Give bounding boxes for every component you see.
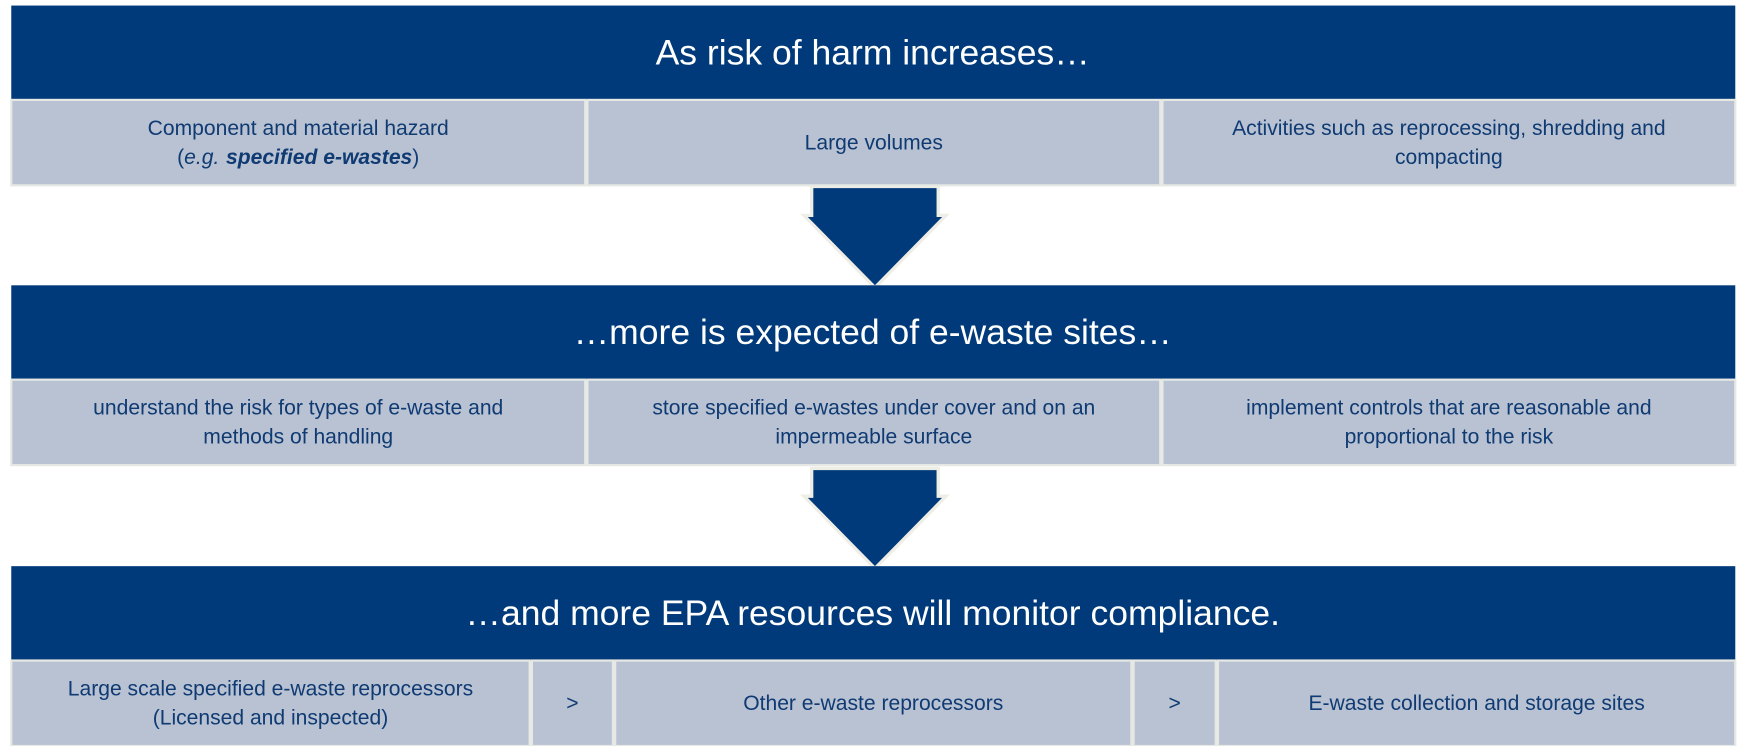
- cell: [586, 378, 1162, 467]
- cell-text-part: (: [177, 146, 184, 169]
- section-title: …and more EPA resources will monitor com…: [465, 593, 1280, 633]
- cell-text: >: [566, 692, 578, 715]
- section-header: [11, 5, 1736, 100]
- cell-text: impermeable surface: [775, 426, 972, 449]
- cell-text-part: ): [412, 146, 419, 169]
- section: …more is expected of e-waste sites… under…: [10, 285, 1737, 467]
- cell-text: (e.g. specified e-wastes): [177, 146, 419, 169]
- cell-text: Activities such as reprocessing, shreddi…: [1232, 117, 1666, 140]
- section: …and more EPA resources will monitor com…: [10, 566, 1737, 746]
- arrow: [799, 184, 950, 571]
- cell-text: Large volumes: [805, 131, 943, 154]
- cell: [586, 98, 1162, 187]
- cell-text: store specified e-wastes under cover and…: [652, 397, 1095, 420]
- cell: [614, 659, 1133, 746]
- cell-text: Large scale specified e-waste reprocesso…: [68, 678, 473, 701]
- cell-text: >: [1169, 692, 1181, 715]
- cell-text: Other e-waste reprocessors: [743, 692, 1003, 715]
- cell: [1161, 98, 1737, 187]
- cell-text: (Licensed and inspected): [153, 706, 389, 729]
- cell-text-part: specified e-wastes: [226, 146, 412, 169]
- section-header: [11, 566, 1736, 661]
- cell-text: understand the risk for types of e-waste…: [93, 397, 503, 420]
- cell: [10, 659, 531, 746]
- cell: [10, 98, 587, 187]
- cell: [530, 659, 615, 746]
- cell: [1161, 378, 1737, 467]
- cell-text: E-waste collection and storage sites: [1308, 692, 1644, 715]
- section-title: As risk of harm increases…: [656, 32, 1090, 72]
- cell: [1216, 659, 1737, 746]
- section-title: …more is expected of e-waste sites…: [574, 312, 1172, 352]
- cell-text: implement controls that are reasonable a…: [1246, 397, 1651, 420]
- cell-text: methods of handling: [203, 426, 393, 449]
- section: As risk of harm increases… Component and …: [10, 5, 1737, 187]
- cell-text: Component and material hazard: [148, 117, 449, 140]
- cell-text: proportional to the risk: [1345, 426, 1554, 449]
- section-header: [11, 285, 1736, 380]
- cell: [1132, 659, 1217, 746]
- cell-text-part: e.g.: [184, 146, 219, 169]
- cell: [10, 378, 587, 467]
- cell-text: compacting: [1395, 146, 1503, 169]
